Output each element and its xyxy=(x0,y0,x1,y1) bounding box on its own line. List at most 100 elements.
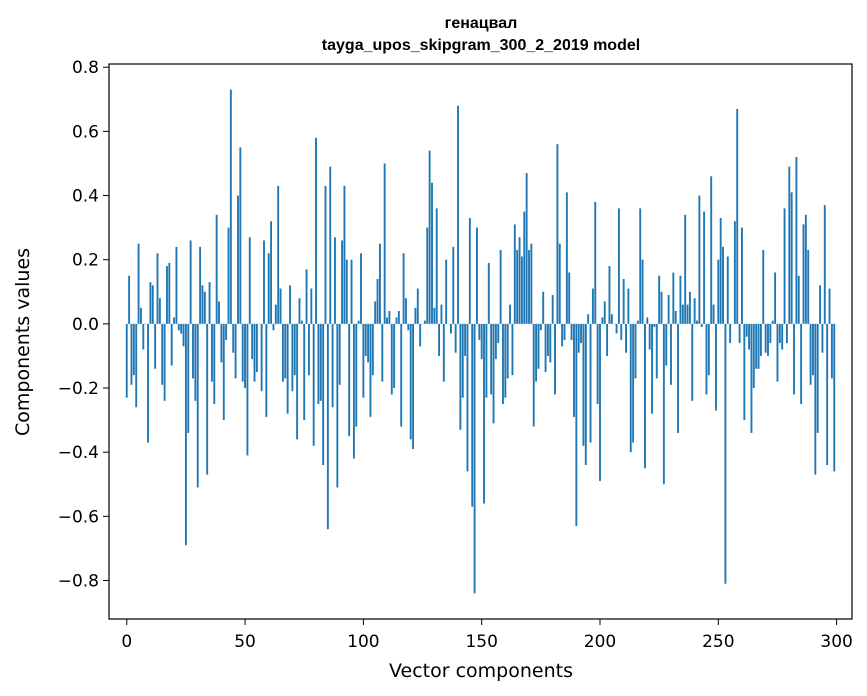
bar xyxy=(688,291,691,324)
bar xyxy=(222,323,225,421)
bar xyxy=(445,259,448,324)
bar xyxy=(360,253,362,324)
bar xyxy=(407,323,410,331)
bar xyxy=(502,323,504,405)
bar xyxy=(381,323,384,382)
chart-subtitle: tayga_upos_skipgram_300_2_2019 model xyxy=(322,37,640,54)
bar xyxy=(525,173,528,324)
bar xyxy=(741,227,743,324)
bar xyxy=(509,304,512,324)
bar xyxy=(281,323,284,382)
bar xyxy=(528,250,530,324)
bar xyxy=(767,323,769,356)
bar xyxy=(556,144,559,324)
y-tick-label: −0.4 xyxy=(58,443,99,463)
bar xyxy=(426,227,429,324)
bar xyxy=(210,323,213,382)
bar xyxy=(476,227,478,324)
bar xyxy=(587,314,590,324)
bar xyxy=(511,323,514,376)
x-tick-label: 300 xyxy=(820,632,852,652)
bar xyxy=(322,323,325,466)
bar xyxy=(317,323,320,405)
bar xyxy=(203,291,206,324)
bar xyxy=(804,214,807,324)
bar xyxy=(641,259,644,324)
bar xyxy=(390,323,393,395)
bar xyxy=(334,237,336,324)
bar xyxy=(558,243,561,324)
bar xyxy=(591,288,594,324)
bar xyxy=(440,304,443,324)
bar xyxy=(816,323,819,433)
bar xyxy=(603,301,606,324)
bar xyxy=(833,323,836,472)
bar xyxy=(651,323,653,414)
bar xyxy=(660,291,663,324)
y-tick-label: −0.8 xyxy=(58,572,99,592)
bar xyxy=(580,323,583,344)
bar xyxy=(345,259,348,324)
bar xyxy=(414,307,417,324)
x-tick-label: 0 xyxy=(121,632,132,652)
x-tick-label: 50 xyxy=(234,632,256,652)
bar xyxy=(513,224,516,324)
bar xyxy=(199,246,202,324)
bar xyxy=(362,323,365,398)
bar xyxy=(305,269,308,324)
bar xyxy=(272,323,275,331)
bar xyxy=(371,323,374,376)
bar xyxy=(260,323,263,392)
y-tick-label: 0.2 xyxy=(72,251,99,271)
bar xyxy=(170,323,173,366)
bar xyxy=(350,259,353,324)
bar xyxy=(653,323,656,328)
bar xyxy=(577,323,580,353)
bar xyxy=(677,323,680,433)
bar xyxy=(277,185,280,324)
bar xyxy=(828,288,831,324)
bar xyxy=(388,311,391,324)
bar xyxy=(331,323,334,408)
bar xyxy=(177,323,180,331)
x-tick-label: 250 xyxy=(702,632,734,652)
bar xyxy=(265,323,268,417)
bar xyxy=(589,323,592,443)
bar xyxy=(229,89,232,324)
bar xyxy=(319,323,322,401)
bar xyxy=(135,323,138,408)
bar xyxy=(357,320,360,324)
x-tick-label: 100 xyxy=(347,632,379,652)
bar xyxy=(601,317,604,324)
bar xyxy=(797,275,800,324)
bar xyxy=(457,105,459,324)
bar xyxy=(658,275,661,324)
bar xyxy=(449,323,452,334)
bar xyxy=(625,323,627,353)
bar xyxy=(539,323,542,331)
bar xyxy=(412,323,415,449)
y-tick-label: −0.2 xyxy=(58,379,99,399)
bar xyxy=(584,323,587,466)
bar xyxy=(251,323,254,360)
bar xyxy=(237,195,239,324)
bar xyxy=(809,323,812,385)
bar xyxy=(686,304,689,324)
bar xyxy=(423,320,426,324)
bar xyxy=(785,323,788,344)
bar xyxy=(452,246,455,324)
bar xyxy=(684,214,687,324)
y-tick-label: −0.6 xyxy=(58,507,99,527)
bar xyxy=(594,201,597,324)
bar xyxy=(140,307,142,324)
bar xyxy=(343,185,346,324)
bar xyxy=(130,323,133,385)
bar xyxy=(719,217,722,324)
bar xyxy=(187,323,190,433)
bar xyxy=(554,323,556,395)
bar xyxy=(795,157,798,324)
bar xyxy=(494,323,497,360)
bar xyxy=(435,208,438,324)
bar xyxy=(142,323,145,350)
bar xyxy=(416,288,419,324)
